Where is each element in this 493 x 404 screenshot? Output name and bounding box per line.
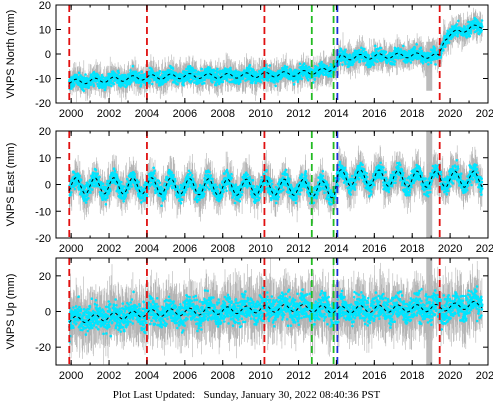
x-tick-label: 2010 [248,370,272,382]
y-tick-label: 20 [39,271,51,283]
footer-timestamp: Sunday, January 30, 2022 08:40:36 PST [203,389,381,401]
y-axis-label: VNPS North (mm) [5,10,17,99]
x-tick-label: 2002 [97,243,121,255]
x-tick-label: 2008 [210,370,234,382]
y-tick-label: 20 [39,126,51,138]
x-tick-label: 2018 [400,243,424,255]
x-tick-label: 2000 [59,108,83,120]
x-tick-label: 2022 [476,243,493,255]
panel-0: 2000 2002 2004 2006 2008 2010 2012 2014 2016 2018… [5,0,493,120]
x-tick-label: 2018 [400,108,424,120]
y-tick-label: -20 [35,233,51,245]
x-tick-label: 2000 [59,370,83,382]
x-tick-label: 2006 [173,370,197,382]
y-axis-label: VNPS Up (mm) [5,274,17,350]
x-tick-label: 2004 [135,243,159,255]
footer-label: Plot Last Updated: [112,389,196,401]
y-tick-label: 0 [45,307,51,319]
y-tick-label: -10 [35,74,51,86]
x-tick-label: 2016 [362,108,386,120]
model-fit-line [68,301,483,323]
x-tick-label: 2006 [173,108,197,120]
x-tick-label: 2020 [438,108,462,120]
model-fit-line [68,24,483,85]
x-tick-label: 2016 [362,243,386,255]
x-tick-label: 2006 [173,243,197,255]
plot-area [68,131,484,238]
y-tick-label: -20 [35,342,51,354]
x-tick-label: 2014 [324,370,348,382]
x-tick-label: 2012 [286,370,310,382]
x-tick-label: 2002 [97,370,121,382]
y-tick-label: 10 [39,153,51,165]
model-fit-line [68,169,483,199]
x-tick-label: 2004 [135,108,159,120]
data-points [68,16,484,92]
x-tick-label: 2012 [286,243,310,255]
x-tick-label: 2008 [210,108,234,120]
panel-2: 2000 2002 2004 2006 2008 2010 2012 2014 2016 2018… [5,257,493,382]
y-tick-label: -20 [35,98,51,110]
x-tick-label: 2022 [476,108,493,120]
x-tick-label: 2014 [324,108,348,120]
plot-area [68,5,484,103]
gray-band-0 [426,41,433,91]
x-tick-label: 2020 [438,243,462,255]
y-tick-label: 10 [39,25,51,37]
x-tick-label: 2008 [210,243,234,255]
x-tick-label: 2016 [362,370,386,382]
y-axis-label: VNPS East (mm) [5,143,17,227]
y-tick-label: 0 [45,180,51,192]
x-tick-label: 2018 [400,370,424,382]
x-tick-label: 2020 [438,370,462,382]
x-tick-label: 2002 [97,108,121,120]
y-tick-label: 0 [45,49,51,61]
y-tick-label: 20 [39,0,51,12]
x-tick-label: 2022 [476,370,493,382]
x-tick-label: 2010 [248,243,272,255]
data-points [68,285,484,343]
plot-updated-footer: Plot Last Updated: Sunday, January 30, 2… [0,389,493,401]
x-tick-label: 2012 [286,108,310,120]
y-tick-label: -10 [35,206,51,218]
x-tick-label: 2010 [248,108,272,120]
x-tick-label: 2004 [135,370,159,382]
panel-1: 2000 2002 2004 2006 2008 2010 2012 2014 2016 2018… [5,126,493,255]
x-tick-label: 2000 [59,243,83,255]
x-tick-label: 2014 [324,243,348,255]
plot-area [68,258,484,365]
